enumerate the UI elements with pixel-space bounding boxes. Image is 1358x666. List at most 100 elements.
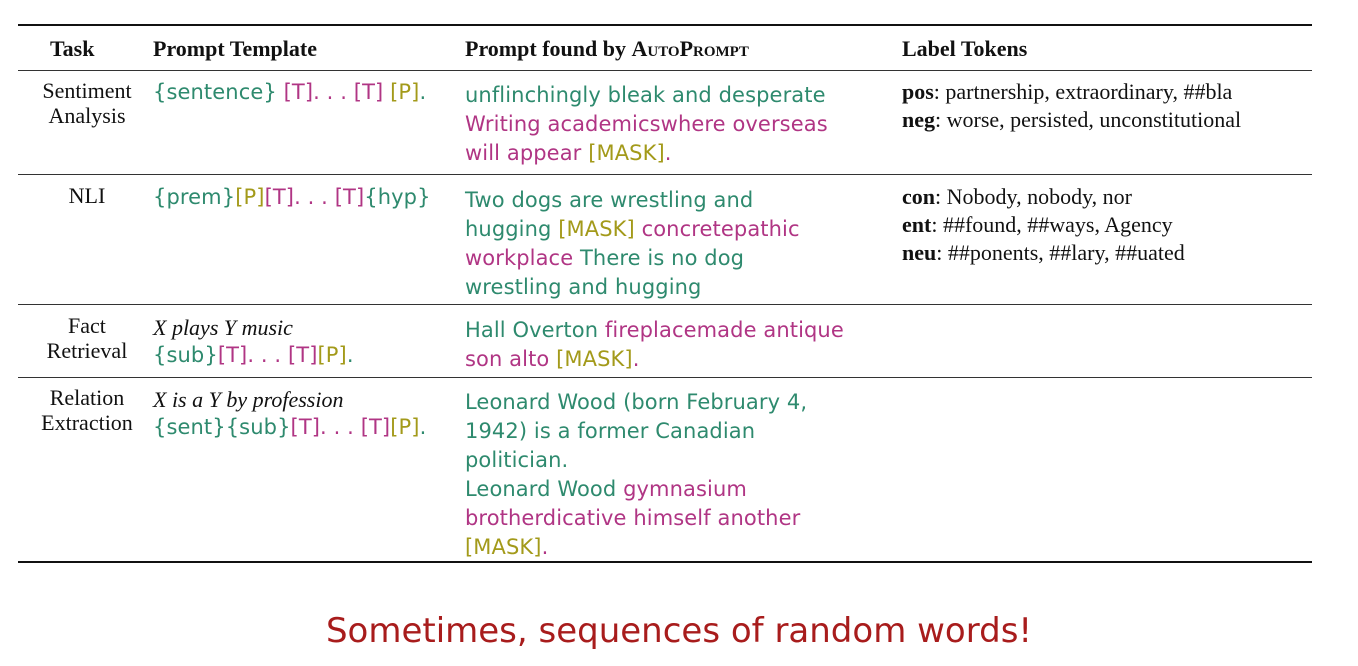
prompt-template-cell: {prem}[P][T]. . . [T]{hyp} — [153, 183, 431, 212]
label-values: : ##ponents, ##lary, ##uated — [936, 240, 1185, 265]
task-name-line: NLI — [68, 183, 106, 208]
template-tokens: {sent}{sub}[T]. . . [T][P]. — [153, 413, 426, 442]
header-prompt-found: Prompt found by AutoPrompt — [465, 36, 749, 61]
task-cell: Fact Retrieval — [27, 313, 147, 363]
label-key: pos — [902, 79, 934, 104]
label-values: : worse, persisted, unconstitutional — [935, 107, 1242, 132]
template-token: . — [346, 343, 354, 367]
template-token: {prem} — [153, 185, 236, 209]
prompt-token: brotherdicative himself another — [465, 506, 801, 530]
prompt-token: concretepathic — [634, 217, 800, 241]
header-prompt-template: Prompt Template — [153, 36, 317, 61]
prompt-token: Leonard Wood — [465, 477, 624, 501]
found-prompt-line: 1942) is a former Canadian — [465, 417, 807, 446]
template-token: . — [419, 415, 427, 439]
found-prompt-cell: Leonard Wood (born February 4, 1942) is a… — [465, 388, 807, 562]
prompt-token: [MASK] — [588, 141, 665, 165]
label-key: con — [902, 184, 935, 209]
prompt-token: . — [664, 141, 672, 165]
template-token: [P] — [317, 343, 347, 367]
task-name-line: Relation — [49, 385, 125, 410]
prompt-token: fireplacemade antique — [604, 318, 844, 342]
found-prompt-line: Leonard Wood gymnasium — [465, 475, 807, 504]
row-divider — [18, 377, 1312, 378]
prompt-token: wrestling and hugging — [465, 275, 702, 299]
label-values: : ##found, ##ways, Agency — [931, 212, 1173, 237]
found-prompt-cell: Hall Overton fireplacemade antique son al… — [465, 316, 844, 374]
prompt-token: son alto — [465, 347, 557, 371]
prompt-token: Hall Overton — [465, 318, 605, 342]
found-prompt-line: Two dogs are wrestling and — [465, 186, 800, 215]
found-prompt-cell: Two dogs are wrestling and hugging [MASK]… — [465, 186, 800, 302]
prompt-token: politician. — [465, 448, 569, 472]
prompt-token: [MASK] — [556, 347, 633, 371]
prompt-template-cell: {sentence} [T]. . . [T] [P]. — [153, 78, 426, 107]
template-token: [T]. . . [T] — [290, 415, 391, 439]
found-prompt-line: will appear [MASK]. — [465, 139, 828, 168]
prompt-template-cell: X is a Y by profession {sent}{sub}[T]. . … — [153, 387, 426, 442]
label-tokens-cell: con: Nobody, nobody, nor ent: ##found, ##… — [902, 183, 1185, 267]
prompt-token: . — [632, 347, 640, 371]
prompt-token: [MASK] — [465, 535, 542, 559]
label-entry: pos: partnership, extraordinary, ##bla — [902, 78, 1241, 106]
template-token: [P] — [390, 415, 420, 439]
found-prompt-line: [MASK]. — [465, 533, 807, 562]
row-divider — [18, 304, 1312, 305]
template-token: . — [419, 80, 427, 104]
label-entry: neu: ##ponents, ##lary, ##uated — [902, 239, 1185, 267]
found-prompt-line: Leonard Wood (born February 4, — [465, 388, 807, 417]
prompt-token: . — [541, 535, 549, 559]
found-prompt-line: brotherdicative himself another — [465, 504, 807, 533]
found-prompt-line: Hall Overton fireplacemade antique — [465, 316, 844, 345]
label-entry: neg: worse, persisted, unconstitutional — [902, 106, 1241, 134]
prompt-token: will appear — [465, 141, 589, 165]
found-prompt-line: hugging [MASK] concretepathic — [465, 215, 800, 244]
found-prompt-line: son alto [MASK]. — [465, 345, 844, 374]
found-prompt-line: workplace There is no dog — [465, 244, 800, 273]
label-values: : Nobody, nobody, nor — [935, 184, 1132, 209]
slide-caption: Sometimes, sequences of random words! — [325, 611, 1033, 651]
natural-template: X is a Y by profession — [153, 387, 344, 412]
task-cell: NLI — [27, 183, 147, 208]
template-token: [T]. . . [T] — [283, 80, 391, 104]
row-divider — [18, 174, 1312, 175]
found-prompt-line: wrestling and hugging — [465, 273, 800, 302]
found-prompt-line: politician. — [465, 446, 807, 475]
template-tokens: {sentence} [T]. . . [T] [P]. — [153, 78, 426, 107]
prompt-token: unflinchingly bleak and desperate — [465, 83, 826, 107]
prompt-token: Leonard Wood (born February 4, — [465, 390, 808, 414]
header-task: Task — [50, 36, 95, 61]
task-name-line: Extraction — [41, 410, 133, 435]
found-prompt-line: Writing academicswhere overseas — [465, 110, 828, 139]
task-cell: Sentiment Analysis — [27, 78, 147, 128]
label-values: : partnership, extraordinary, ##bla — [933, 79, 1233, 104]
template-token: [P] — [235, 185, 265, 209]
header-rule — [18, 70, 1312, 71]
prompt-token: workplace — [465, 246, 580, 270]
prompt-token: There is no dog — [580, 246, 745, 270]
found-prompt-line: unflinchingly bleak and desperate — [465, 81, 828, 110]
template-token: {sub} — [153, 343, 218, 367]
label-entry: ent: ##found, ##ways, Agency — [902, 211, 1185, 239]
template-token: [P] — [390, 80, 420, 104]
label-key: neg — [902, 107, 935, 132]
prompt-token: hugging — [465, 217, 559, 241]
table-bottom-rule — [18, 561, 1312, 563]
label-key: ent — [902, 212, 932, 237]
label-tokens-cell: pos: partnership, extraordinary, ##bla ne… — [902, 78, 1241, 134]
prompt-token: gymnasium — [623, 477, 747, 501]
template-token: {hyp} — [364, 185, 431, 209]
template-tokens: {sub}[T]. . . [T][P]. — [153, 341, 354, 370]
template-token: {sent}{sub} — [153, 415, 291, 439]
prompt-token: Two dogs are wrestling and — [465, 188, 754, 212]
prompt-token: Writing academicswhere overseas — [465, 112, 828, 136]
table-top-rule — [18, 24, 1312, 26]
prompt-template-cell: X plays Y music {sub}[T]. . . [T][P]. — [153, 315, 354, 370]
task-name-line: Retrieval — [46, 338, 128, 363]
label-entry: con: Nobody, nobody, nor — [902, 183, 1185, 211]
task-cell: Relation Extraction — [27, 385, 147, 435]
label-key: neu — [902, 240, 937, 265]
natural-template: X plays Y music — [153, 315, 293, 340]
task-name-line: Sentiment — [42, 78, 132, 103]
task-name-line: Fact — [68, 313, 106, 338]
